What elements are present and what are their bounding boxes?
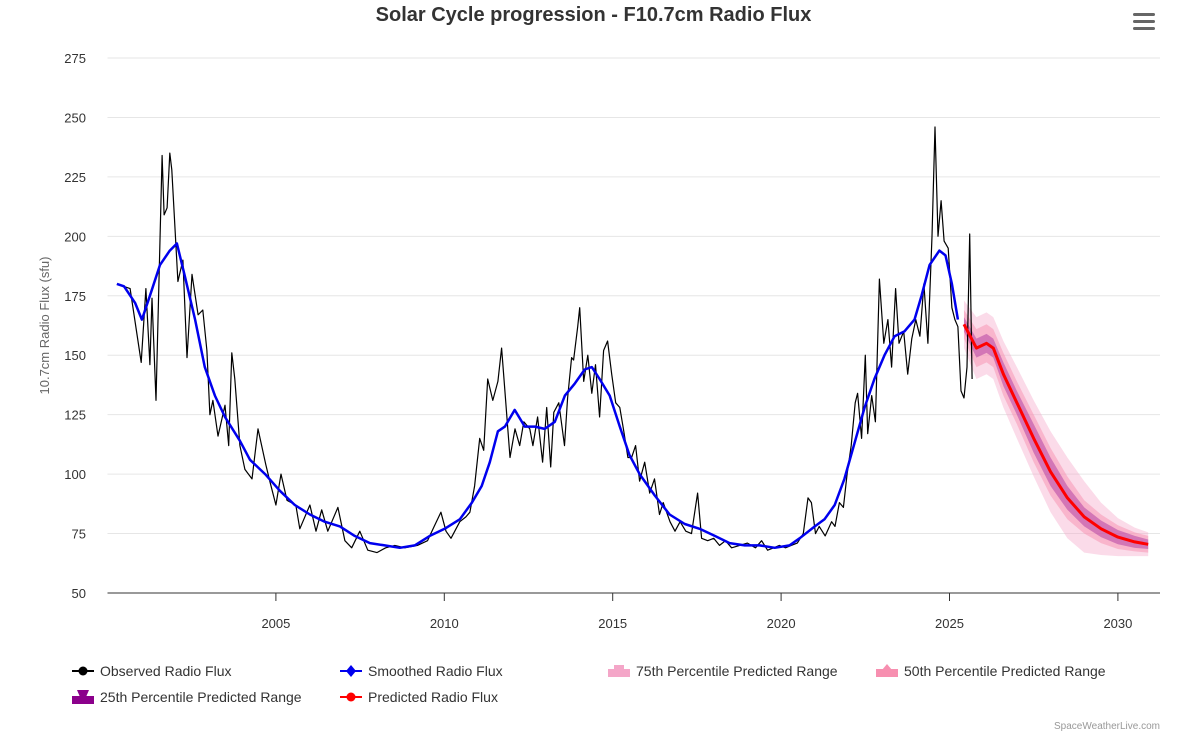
range-50th-percentile-predicted-range xyxy=(963,310,1149,553)
y-tick-label: 50 xyxy=(72,586,86,601)
legend-marker-p25-icon xyxy=(72,690,94,704)
x-tick-label: 2015 xyxy=(598,616,627,631)
legend-marker-observed-icon xyxy=(72,664,94,678)
x-tick-label: 2005 xyxy=(261,616,290,631)
legend-label: Smoothed Radio Flux xyxy=(368,663,503,679)
x-tick-label: 2030 xyxy=(1103,616,1132,631)
series-predicted-radio-flux xyxy=(962,323,1149,546)
chart-title: Solar Cycle progression - F10.7cm Radio … xyxy=(375,4,812,26)
legend-item-p50[interactable]: 50th Percentile Predicted Range xyxy=(876,663,1106,679)
legend-item-smoothed[interactable]: Smoothed Radio Flux xyxy=(340,663,503,679)
legend-label: Observed Radio Flux xyxy=(100,663,232,679)
legend-label: 25th Percentile Predicted Range xyxy=(100,689,302,705)
legend-marker-p50-icon xyxy=(876,664,898,678)
y-tick-label: 150 xyxy=(64,348,86,363)
legend-label: 50th Percentile Predicted Range xyxy=(904,663,1106,679)
range-75th-percentile-predicted-range xyxy=(963,300,1149,557)
y-tick-label: 250 xyxy=(64,110,86,125)
y-tick-label: 75 xyxy=(72,527,86,542)
legend-item-p25[interactable]: 25th Percentile Predicted Range xyxy=(72,689,302,705)
legend-item-p75[interactable]: 75th Percentile Predicted Range xyxy=(608,663,838,679)
series-smoothed-radio-flux xyxy=(116,242,960,550)
y-tick-label: 275 xyxy=(64,51,86,66)
y-tick-label: 175 xyxy=(64,289,86,304)
x-tick-label: 2010 xyxy=(430,616,459,631)
y-tick-label: 125 xyxy=(64,408,86,423)
x-tick-label: 2020 xyxy=(767,616,796,631)
credit-link[interactable]: SpaceWeatherLive.com xyxy=(1054,721,1160,732)
x-tick-label: 2025 xyxy=(935,616,964,631)
y-tick-label: 100 xyxy=(64,467,86,482)
hamburger-menu-icon[interactable] xyxy=(1133,10,1155,30)
y-tick-label: 225 xyxy=(64,170,86,185)
legend-label: 75th Percentile Predicted Range xyxy=(636,663,838,679)
legend-marker-smoothed-icon xyxy=(340,664,362,678)
legend-marker-p75-icon xyxy=(608,664,630,678)
legend-item-observed[interactable]: Observed Radio Flux xyxy=(72,663,232,679)
y-tick-label: 200 xyxy=(64,229,86,244)
legend-item-predicted[interactable]: Predicted Radio Flux xyxy=(340,689,498,705)
legend-label: Predicted Radio Flux xyxy=(368,689,498,705)
series-observed-radio-flux xyxy=(116,126,973,554)
y-axis-title: 10.7cm Radio Flux (sfu) xyxy=(37,257,52,395)
range-25th-percentile-predicted-range xyxy=(963,317,1149,550)
legend-marker-predicted-icon xyxy=(340,690,362,704)
